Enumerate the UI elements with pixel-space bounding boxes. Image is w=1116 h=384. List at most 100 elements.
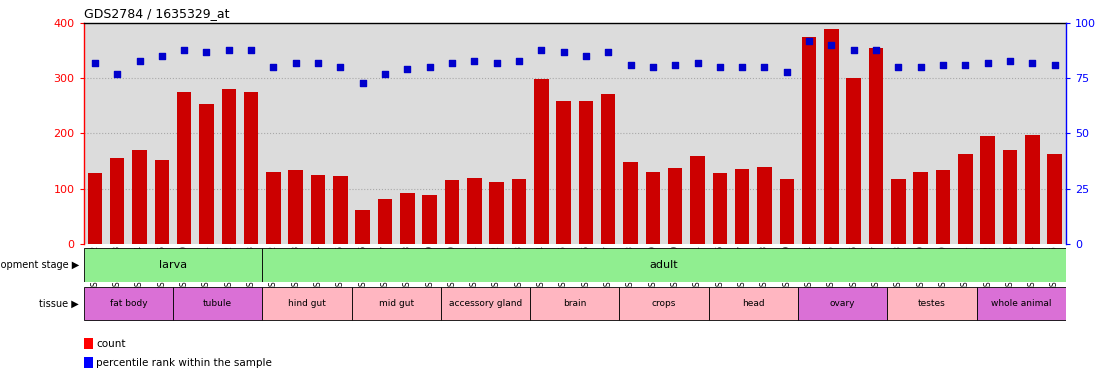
Point bbox=[666, 62, 684, 68]
Point bbox=[443, 60, 461, 66]
Text: whole animal: whole animal bbox=[991, 299, 1051, 308]
Point bbox=[778, 68, 796, 74]
Text: head: head bbox=[742, 299, 764, 308]
Bar bbox=[887, 287, 976, 320]
Bar bbox=[176, 92, 192, 244]
Point bbox=[398, 66, 416, 73]
Text: adult: adult bbox=[650, 260, 679, 270]
Bar bbox=[645, 172, 660, 244]
Text: GDS2784 / 1635329_at: GDS2784 / 1635329_at bbox=[84, 7, 229, 20]
Text: development stage ▶: development stage ▶ bbox=[0, 260, 79, 270]
Bar bbox=[355, 210, 369, 244]
Point bbox=[1001, 58, 1019, 64]
Point bbox=[198, 49, 215, 55]
Bar bbox=[712, 173, 727, 244]
Bar bbox=[578, 101, 593, 244]
Point bbox=[1023, 60, 1041, 66]
Text: percentile rank within the sample: percentile rank within the sample bbox=[96, 358, 272, 368]
Point bbox=[175, 46, 193, 53]
Point bbox=[979, 60, 997, 66]
Text: larva: larva bbox=[158, 260, 187, 270]
Bar bbox=[891, 179, 905, 244]
Bar bbox=[824, 28, 838, 244]
Point bbox=[264, 64, 282, 70]
Bar bbox=[466, 178, 481, 244]
Bar bbox=[798, 287, 887, 320]
Bar bbox=[623, 162, 637, 244]
Point bbox=[488, 60, 506, 66]
Bar bbox=[352, 287, 441, 320]
Bar bbox=[958, 154, 972, 244]
Bar bbox=[1047, 154, 1061, 244]
Text: count: count bbox=[96, 339, 125, 349]
Point bbox=[287, 60, 305, 66]
Point bbox=[376, 71, 394, 77]
Point bbox=[1046, 62, 1064, 68]
Point bbox=[733, 64, 751, 70]
Bar bbox=[935, 170, 950, 244]
Point bbox=[153, 53, 171, 59]
Point bbox=[577, 53, 595, 59]
Bar bbox=[619, 287, 709, 320]
Point bbox=[889, 64, 907, 70]
Text: crops: crops bbox=[652, 299, 676, 308]
Bar bbox=[422, 195, 436, 244]
Point bbox=[800, 38, 818, 44]
Point bbox=[934, 62, 952, 68]
Text: mid gut: mid gut bbox=[378, 299, 414, 308]
Bar bbox=[489, 182, 503, 244]
Bar bbox=[600, 94, 615, 244]
Bar bbox=[1024, 134, 1039, 244]
Text: ovary: ovary bbox=[830, 299, 855, 308]
Point bbox=[421, 64, 439, 70]
Bar bbox=[530, 287, 619, 320]
Bar bbox=[266, 172, 280, 244]
Bar bbox=[556, 101, 570, 244]
Bar bbox=[288, 170, 302, 244]
Point bbox=[689, 60, 706, 66]
Bar bbox=[221, 89, 235, 244]
Point bbox=[845, 46, 863, 53]
Bar bbox=[779, 179, 793, 244]
Bar bbox=[846, 78, 860, 244]
Point bbox=[532, 46, 550, 53]
Bar bbox=[801, 37, 816, 244]
Point bbox=[622, 62, 639, 68]
Bar bbox=[667, 168, 682, 244]
Point bbox=[309, 60, 327, 66]
Point bbox=[242, 46, 260, 53]
Bar bbox=[84, 338, 93, 349]
Text: accessory gland: accessory gland bbox=[449, 299, 522, 308]
Bar bbox=[84, 287, 173, 320]
Bar bbox=[441, 287, 530, 320]
Bar bbox=[757, 167, 771, 244]
Bar bbox=[533, 79, 548, 244]
Text: testes: testes bbox=[918, 299, 945, 308]
Point bbox=[711, 64, 729, 70]
Point bbox=[131, 58, 148, 64]
Bar bbox=[709, 287, 798, 320]
Text: tissue ▶: tissue ▶ bbox=[39, 298, 79, 308]
Point bbox=[599, 49, 617, 55]
Bar bbox=[868, 48, 883, 244]
Bar bbox=[690, 156, 704, 244]
Bar bbox=[262, 287, 352, 320]
Bar bbox=[333, 177, 347, 244]
Bar bbox=[84, 357, 93, 368]
Bar bbox=[734, 169, 749, 244]
Bar bbox=[262, 248, 1066, 281]
Bar bbox=[243, 92, 258, 244]
Bar bbox=[87, 173, 102, 244]
Bar bbox=[400, 193, 414, 244]
Bar bbox=[511, 179, 526, 244]
Point bbox=[354, 79, 372, 86]
Point bbox=[822, 42, 840, 48]
Point bbox=[644, 64, 662, 70]
Text: tubule: tubule bbox=[203, 299, 232, 308]
Point bbox=[867, 46, 885, 53]
Point bbox=[220, 46, 238, 53]
Point bbox=[331, 64, 349, 70]
Bar bbox=[913, 172, 927, 244]
Text: brain: brain bbox=[564, 299, 586, 308]
Point bbox=[956, 62, 974, 68]
